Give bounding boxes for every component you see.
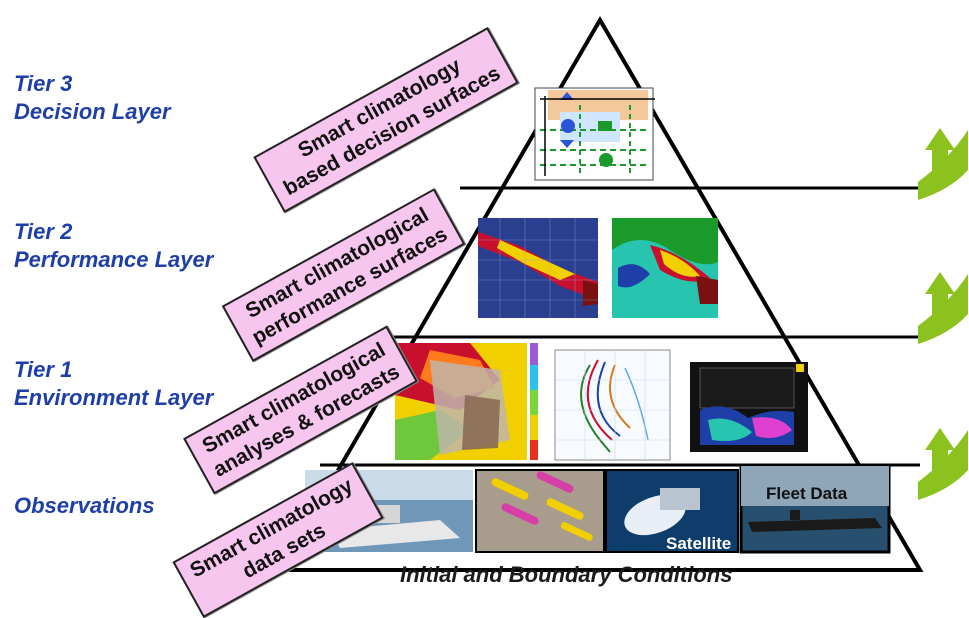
tier-3-subtitle: Decision Layer	[14, 99, 171, 124]
hurricane-track-plot	[554, 349, 671, 461]
tier-2-subtitle: Performance Layer	[14, 247, 214, 272]
photo-gliders	[475, 469, 605, 553]
tier-1-label: Tier 1 Environment Layer	[14, 356, 213, 412]
curved-arrow-icon	[918, 428, 968, 500]
tier-3-title: Tier 3	[14, 71, 73, 96]
pyramid-outline	[276, 16, 924, 572]
performance-map-right	[612, 218, 718, 318]
ocean-section-plot	[690, 362, 808, 452]
photo-submarine	[739, 464, 891, 554]
tier-2-title: Tier 2	[14, 219, 73, 244]
tier-3-label: Tier 3 Decision Layer	[14, 70, 171, 126]
fleet-data-label: Fleet Data	[766, 484, 848, 503]
curved-arrow-icon	[918, 128, 968, 200]
observations-label: Observations	[14, 492, 155, 520]
performance-map-left	[478, 218, 598, 318]
photo-satellite	[605, 469, 739, 553]
initial-boundary-label: Initial and Boundary Conditions	[400, 562, 733, 587]
curved-arrow-icon	[918, 272, 968, 344]
tier-1-subtitle: Environment Layer	[14, 385, 214, 410]
satellite-label: Satellite	[666, 534, 732, 553]
decision-surface-figure	[534, 87, 655, 181]
observations-title: Observations	[14, 493, 155, 518]
tier-1-title: Tier 1	[14, 357, 73, 382]
environment-map-left	[395, 343, 538, 460]
tier-2-label: Tier 2 Performance Layer	[14, 218, 213, 274]
